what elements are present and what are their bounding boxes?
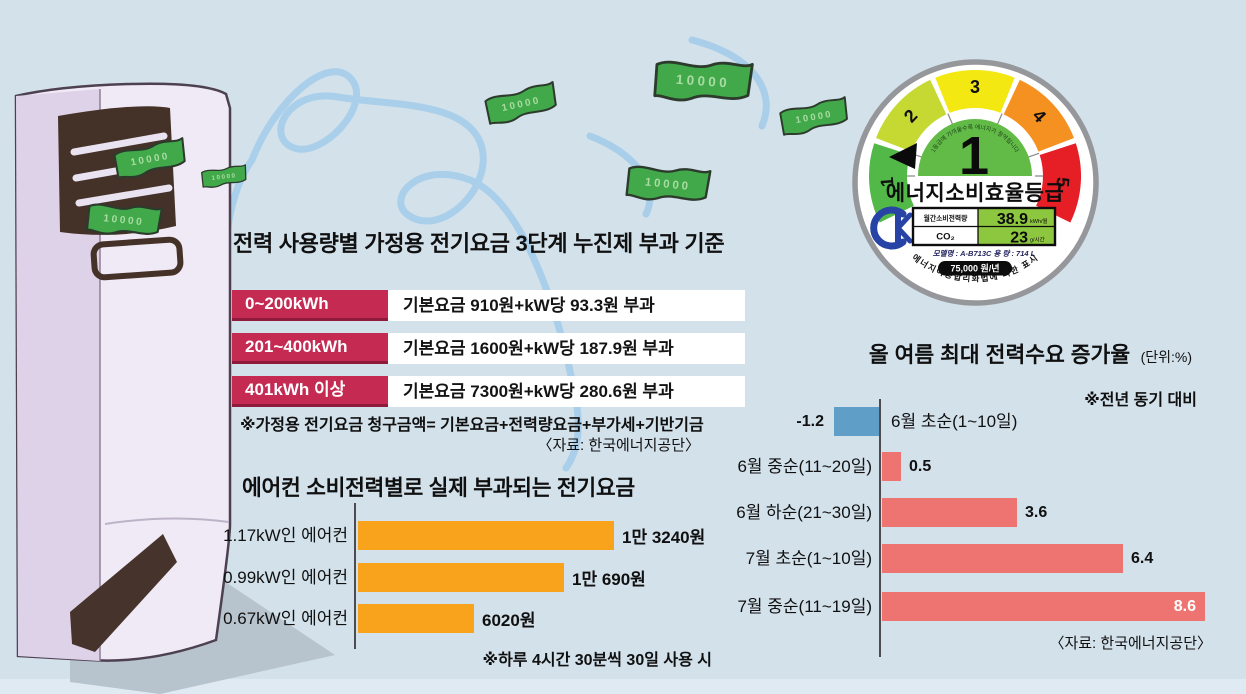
demand-chart-axis <box>879 399 881 657</box>
grade-number-5: 5 <box>1052 176 1073 187</box>
rate-table-note: ※가정용 전기요금 청구금액= 기본요금+전력량요금+부가세+기반기금 <box>240 417 704 434</box>
rate-table-source: 〈자료: 한국에너지공단〉 <box>537 437 700 454</box>
ac-chart-row: 6020원 <box>358 604 535 633</box>
ac-chart-value: 6020원 <box>482 611 536 630</box>
ac-chart-note: ※하루 4시간 30분씩 30일 사용 시 <box>482 652 712 669</box>
money-bill <box>778 96 851 138</box>
ac-chart-row: 1만 690원 <box>358 563 646 592</box>
ac-chart-category: 1.17kW인 에어컨 <box>223 526 348 545</box>
ac-handle <box>90 236 184 281</box>
ac-vent-slat <box>75 184 173 207</box>
ac-vent-slat <box>70 132 168 156</box>
grade-number-1: 1 <box>877 176 898 187</box>
grade-pointer-icon <box>889 143 917 169</box>
demand-chart-row: 6.4 <box>882 544 1153 573</box>
spec-table-border <box>911 206 1057 247</box>
air-conditioner-illustration <box>14 82 335 694</box>
spec-row2-unit: g/시간 <box>1030 236 1045 244</box>
demand-chart-category: 6월 초순(1~10일) <box>891 412 1018 431</box>
demand-chart-value: 3.6 <box>1025 503 1048 521</box>
wind-swoosh-top <box>688 36 770 130</box>
rate-tier1-text: 기본요금 910원+kW당 93.3원 부과 <box>388 290 745 321</box>
demand-chart-value: -1.2 <box>796 412 824 430</box>
spec-row2-value: 23 <box>1010 230 1028 247</box>
ac-chart-category: 0.99kW인 에어컨 <box>223 568 348 587</box>
model-info: 모델명 : A-B713C 용 량 : 714 L <box>933 249 1036 258</box>
ac-panel-line <box>104 517 230 525</box>
ac-base <box>70 534 177 652</box>
wind-swoosh-main <box>220 68 582 472</box>
ac-chart-value: 1만 690원 <box>572 570 646 589</box>
demand-chart-bar: 8.6 <box>882 592 1205 621</box>
demand-chart-title-wrap: 올 여름 최대 전력수요 증가율 (단위:%) <box>700 338 1192 369</box>
grade-gauge <box>868 69 1082 223</box>
ac-chart-title: 에어컨 소비전력별로 실제 부과되는 전기요금 <box>242 476 635 500</box>
label-title: 에너지소비효율등급 <box>886 182 1064 205</box>
demand-chart-row: 3.6 <box>882 498 1047 527</box>
rate-table-title: 전력 사용량별 가정용 전기요금 3단계 누진제 부과 기준 <box>233 231 725 256</box>
ac-chart-bar <box>358 521 614 550</box>
demand-chart-row: 8.6 <box>882 592 1205 621</box>
grade-number-3: 3 <box>970 77 980 97</box>
demand-chart-source: 〈자료: 한국에너지공단〉 <box>1049 635 1212 652</box>
grade-segment-3 <box>935 69 1015 113</box>
demand-chart-value: 0.5 <box>909 457 932 475</box>
demand-chart-unit: (단위:%) <box>1140 349 1192 365</box>
grade-segment-5 <box>1036 143 1082 223</box>
money-bill <box>653 56 754 107</box>
demand-chart-value: 8.6 <box>1173 598 1196 615</box>
ac-chart-bar <box>358 563 564 592</box>
demand-chart-value: 6.4 <box>1131 549 1154 567</box>
rate-tier3-text: 기본요금 7300원+kW당 280.6원 부과 <box>388 376 745 407</box>
grade-semicircle <box>918 119 1032 176</box>
money-bill <box>483 81 560 127</box>
annual-cost-pill <box>938 261 1012 276</box>
ac-chart-axis <box>354 503 356 649</box>
rate-tier2-range: 201~400kWh <box>232 333 388 364</box>
demand-chart-row: 0.5 <box>882 452 931 481</box>
demand-chart-category: 6월 중순(11~20일) <box>737 457 872 476</box>
ac-chart-value: 1만 3240원 <box>622 528 706 547</box>
demand-chart-bar <box>882 544 1123 573</box>
ac-chart-category: 0.67kW인 에어컨 <box>223 609 348 628</box>
spec-row1-name: 월간소비전력량 <box>924 214 969 223</box>
demand-chart-bar <box>882 452 901 481</box>
spec-row2-name: CO₂ <box>936 232 954 243</box>
demand-chart-category: 7월 중순(11~19일) <box>737 597 872 616</box>
rate-tier2-text: 기본요금 1600원+kW당 187.9원 부과 <box>388 333 745 364</box>
ac-chart-row: 1만 3240원 <box>358 521 705 550</box>
demand-chart-category: 7월 초순(1~10일) <box>745 549 872 568</box>
demand-chart-category: 6월 하순(21~30일) <box>736 503 872 522</box>
demand-chart-note: ※전년 동기 대비 <box>1084 392 1197 409</box>
spec-row1-value: 38.9 <box>997 211 1028 228</box>
energy-efficiency-label: 1 2 3 4 5 1등급에 가까울수록 에너지가 절약됩니다 1 에너지소비효… <box>852 59 1099 306</box>
current-grade-number: 1 <box>959 126 989 186</box>
rate-tier1-range: 0~200kWh <box>232 290 388 321</box>
demand-chart-bar-negative <box>834 407 879 436</box>
spec-row1-unit: kWh/월 <box>1030 217 1048 225</box>
demand-chart-row: -1.2 <box>640 407 879 436</box>
demand-chart-title: 올 여름 최대 전력수요 증가율 <box>868 343 1131 367</box>
background-band <box>0 679 1246 694</box>
rate-tier3-range: 401kWh 이상 <box>232 376 388 407</box>
kc-logo-icon <box>870 206 913 250</box>
demand-chart-bar <box>882 498 1017 527</box>
grade-segment-2 <box>876 79 947 152</box>
money-bill <box>625 161 712 207</box>
ac-chart-bar <box>358 604 474 633</box>
spec-table: 월간소비전력량 CO₂ 38.9 kWh/월 23 g/시간 <box>911 206 1057 247</box>
grade-segment-4 <box>1003 79 1074 152</box>
annual-cost-text: 75,000 원/년 <box>950 263 999 274</box>
